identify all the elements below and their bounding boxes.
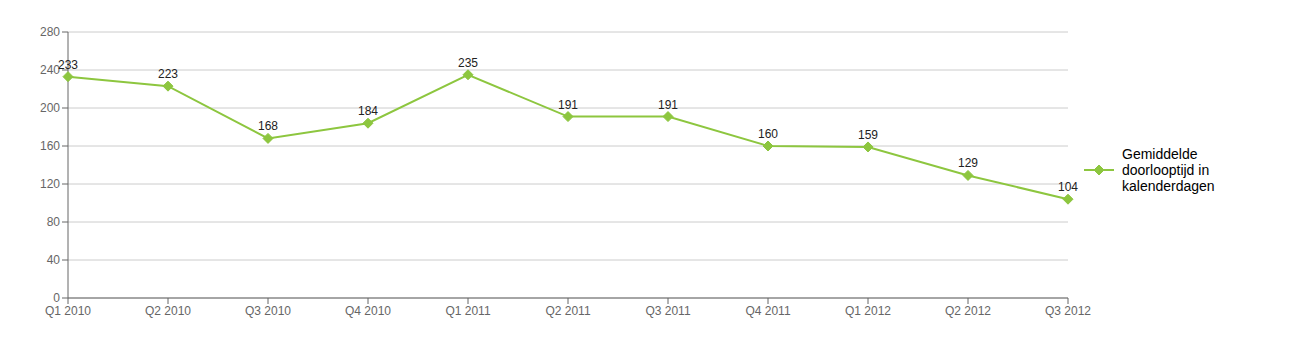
svg-text:Q3 2011: Q3 2011	[645, 304, 690, 318]
svg-text:40: 40	[47, 253, 61, 267]
svg-text:200: 200	[40, 101, 60, 115]
svg-text:280: 280	[40, 25, 60, 39]
svg-text:Q3 2010: Q3 2010	[245, 304, 291, 318]
svg-text:Q4 2010: Q4 2010	[345, 304, 391, 318]
svg-text:233: 233	[58, 58, 78, 72]
svg-text:235: 235	[458, 56, 478, 70]
html-text:Gemiddelde: Gemiddelde	[1122, 146, 1198, 162]
svg-text:Q2 2011: Q2 2011	[545, 304, 590, 318]
svg-text:Q1 2010: Q1 2010	[45, 304, 91, 318]
svg-text:Q1 2011: Q1 2011	[445, 304, 490, 318]
svg-text:159: 159	[858, 128, 878, 142]
svg-text:223: 223	[158, 67, 178, 81]
svg-text:Q3 2012: Q3 2012	[1045, 304, 1091, 318]
svg-text:Q2 2010: Q2 2010	[145, 304, 191, 318]
svg-text:104: 104	[1058, 180, 1078, 194]
svg-text:129: 129	[958, 156, 978, 170]
svg-text:191: 191	[658, 98, 678, 112]
svg-text:80: 80	[47, 215, 61, 229]
svg-text:160: 160	[40, 139, 60, 153]
html-text:kalenderdagen: kalenderdagen	[1122, 178, 1215, 194]
svg-text:Q4 2011: Q4 2011	[745, 304, 790, 318]
svg-text:160: 160	[758, 127, 778, 141]
html-text:doorlooptijd in: doorlooptijd in	[1122, 162, 1210, 178]
svg-text:120: 120	[40, 177, 60, 191]
svg-text:240: 240	[40, 63, 60, 78]
svg-text:0: 0	[53, 291, 60, 305]
svg-text:168: 168	[258, 119, 278, 133]
svg-text:184: 184	[358, 104, 378, 118]
svg-text:Q1 2012: Q1 2012	[845, 304, 891, 318]
svg-text:191: 191	[558, 98, 578, 112]
svg-text:Q2 2012: Q2 2012	[945, 304, 991, 318]
